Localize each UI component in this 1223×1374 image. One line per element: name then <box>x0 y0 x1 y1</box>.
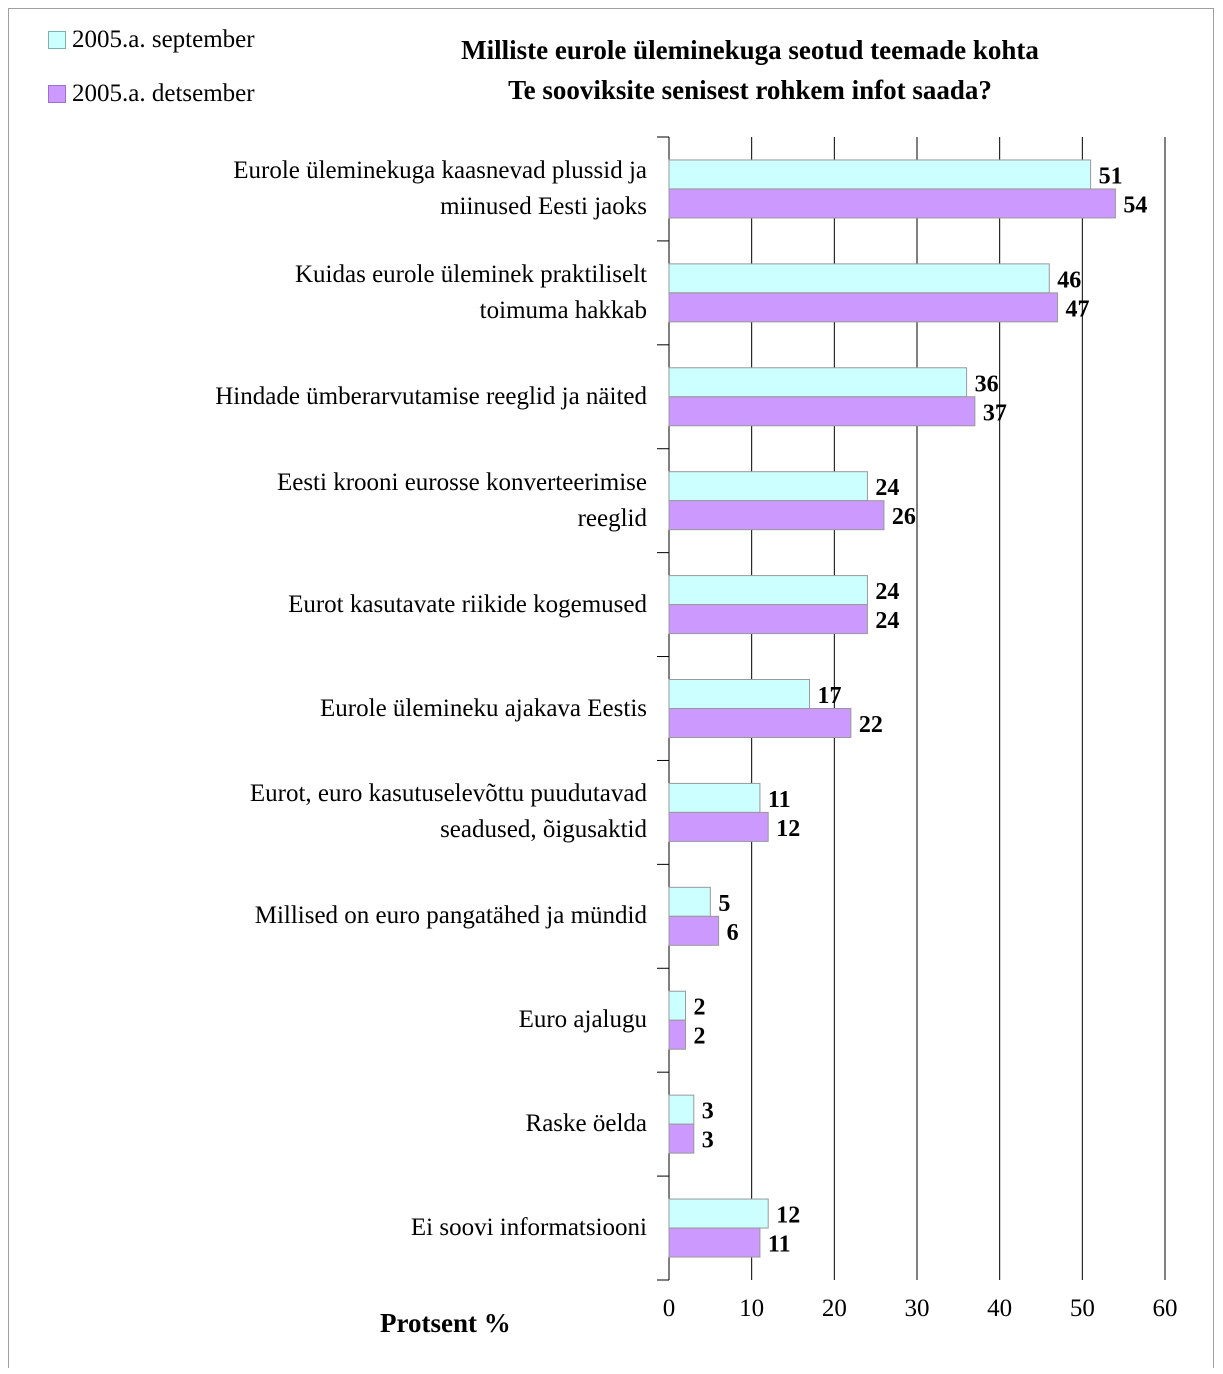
bar <box>668 188 1116 219</box>
category-label-line: miinused Eesti jaoks <box>440 192 647 220</box>
legend-label-detsember: 2005.a. detsember <box>72 80 255 107</box>
data-label: 24 <box>875 475 899 501</box>
x-tick-label: 30 <box>905 1295 930 1322</box>
x-tick-label: 0 <box>663 1295 676 1322</box>
legend-swatch-detsember <box>48 85 66 103</box>
bar <box>668 500 885 531</box>
bar <box>668 990 687 1021</box>
data-label: 37 <box>983 400 1007 426</box>
x-tick-label: 60 <box>1153 1295 1178 1322</box>
chart-title-line-1: Milliste eurole üleminekuga seotud teema… <box>461 35 1039 65</box>
data-label: 3 <box>702 1128 714 1154</box>
category-label: Kuidas eurole üleminek praktiliselt toimu… <box>47 257 647 329</box>
category-label: Eesti krooni eurosse konverteerimise reeg… <box>47 465 647 537</box>
data-label: 2 <box>694 995 706 1021</box>
category-label-line: Eurot, euro kasutuselevõttu puudutavad <box>249 780 647 808</box>
category-label: Ei soovi informatsiooni <box>47 1210 647 1246</box>
data-label: 36 <box>975 371 999 397</box>
bar <box>668 575 868 606</box>
data-label: 24 <box>875 579 899 605</box>
data-label: 26 <box>892 504 916 530</box>
category-label-line: Eesti krooni eurosse konverteerimise <box>276 468 647 496</box>
bar <box>668 679 811 709</box>
data-label: 12 <box>776 1203 800 1229</box>
category-label-line: Hindade ümberarvutamise reeglid ja näite… <box>215 382 647 410</box>
data-label: 6 <box>727 920 739 946</box>
bar <box>668 159 1092 190</box>
bar <box>668 1123 695 1154</box>
x-axis-label: Protsent % <box>380 1308 511 1338</box>
bar <box>668 1198 769 1229</box>
category-label-line: Eurole üleminekuga kaasnevad plussid ja <box>233 156 647 184</box>
category-label-line: toimuma hakkab <box>479 296 647 324</box>
legend-item-september: 2005.a. september <box>48 22 255 58</box>
bar <box>668 886 711 917</box>
category-label: Eurot kasutavate riikide kogemused <box>47 587 647 623</box>
data-label: 54 <box>1123 192 1147 218</box>
data-label: 17 <box>818 683 842 709</box>
bar <box>668 782 761 813</box>
bar <box>668 1094 695 1125</box>
bar <box>668 604 868 635</box>
legend-item-detsember: 2005.a. detsember <box>48 76 255 112</box>
legend-label-september: 2005.a. september <box>72 26 255 53</box>
legend-swatch-september <box>48 31 66 49</box>
x-tick-label: 10 <box>739 1295 764 1322</box>
x-tick-label: 40 <box>987 1295 1012 1322</box>
category-label-line: reeglid <box>577 504 647 532</box>
bar <box>668 915 720 946</box>
category-label-line: Euro ajalugu <box>518 1006 647 1034</box>
data-label: 22 <box>859 712 883 738</box>
category-label: Millised on euro pangatähed ja mündid <box>47 898 647 934</box>
x-tick-label: 20 <box>822 1295 847 1322</box>
data-label: 3 <box>702 1099 714 1125</box>
category-label-line: Eurot kasutavate riikide kogemused <box>288 590 647 618</box>
category-label: Hindade ümberarvutamise reeglid ja näite… <box>47 379 647 415</box>
x-tick-label: 50 <box>1070 1295 1095 1322</box>
data-label: 24 <box>875 608 899 634</box>
bar <box>668 811 769 842</box>
data-label: 12 <box>776 816 800 842</box>
category-label-line: Raske öelda <box>525 1110 647 1138</box>
data-label: 11 <box>768 1232 791 1258</box>
data-label: 2 <box>694 1024 706 1050</box>
category-label: Euro ajalugu <box>47 1002 647 1038</box>
bar <box>668 396 976 427</box>
category-label: Eurole üleminekuga kaasnevad plussid ja m… <box>47 153 647 225</box>
bar <box>668 708 852 738</box>
category-label: Eurot, euro kasutuselevõttu puudutavad se… <box>47 776 647 848</box>
category-label-line: Eurole ülemineku ajakava Eestis <box>320 694 647 722</box>
chart-frame <box>8 8 1214 1368</box>
category-label: Eurole ülemineku ajakava Eestis <box>47 691 647 727</box>
bar <box>668 471 868 502</box>
chart-title: Milliste eurole üleminekuga seotud teema… <box>380 30 1120 110</box>
data-label: 51 <box>1099 163 1123 189</box>
category-label-line: Ei soovi informatsiooni <box>410 1214 647 1242</box>
category-label-line: Kuidas eurole üleminek praktiliselt <box>295 260 647 288</box>
bar <box>668 1019 687 1050</box>
chart-title-line-2: Te sooviksite senisest rohkem infot saad… <box>508 75 992 105</box>
bar <box>668 292 1059 323</box>
category-label: Raske öelda <box>47 1106 647 1142</box>
data-label: 5 <box>718 891 730 917</box>
category-label-line: seadused, õigusaktid <box>440 816 647 844</box>
bar <box>668 263 1050 294</box>
legend: 2005.a. september 2005.a. detsember <box>48 22 255 130</box>
category-label-line: Millised on euro pangatähed ja mündid <box>254 902 647 930</box>
bar <box>668 367 968 398</box>
data-label: 46 <box>1057 267 1081 293</box>
bar <box>668 1227 761 1258</box>
data-label: 47 <box>1066 296 1090 322</box>
data-label: 11 <box>768 787 791 813</box>
